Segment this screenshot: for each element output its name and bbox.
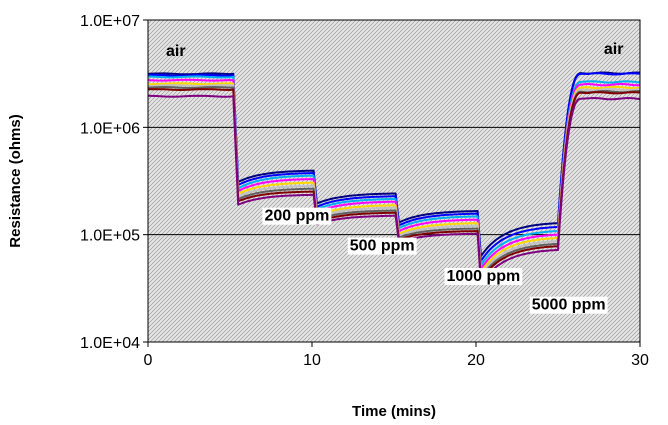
y-axis-title: Resistance (ohms) [7, 114, 24, 247]
annotation: air [604, 41, 624, 58]
axis-ticks: 1.0E+04 1.0E+05 1.0E+06 1.0E+07 0 10 20 30 [80, 13, 649, 369]
annotation-label: air [166, 43, 186, 60]
annotation: 1000 ppm [444, 268, 523, 286]
annotation-label: 5000 ppm [532, 297, 606, 314]
annotation: 5000 ppm [529, 296, 608, 314]
x-axis-title: Time (mins) [352, 403, 436, 420]
annotation-label: 200 ppm [264, 208, 329, 225]
x-tick-label: 0 [144, 352, 153, 369]
x-tick-label: 20 [467, 352, 485, 369]
y-tick-label: 1.0E+06 [80, 120, 140, 137]
y-tick-label: 1.0E+04 [80, 335, 140, 352]
annotation-background [529, 296, 608, 314]
annotation-label: air [604, 41, 624, 58]
x-tick-label: 10 [303, 352, 321, 369]
annotation: 200 ppm [262, 207, 332, 225]
annotation-label: 1000 ppm [446, 268, 520, 285]
annotation-background [262, 207, 332, 225]
plot-border [147, 19, 641, 343]
annotation-label: 500 ppm [350, 238, 415, 255]
annotation-background [444, 268, 523, 286]
annotations: air air 200 ppm 500 ppm 1000 ppm 5000 ppm [166, 41, 624, 314]
y-tick-label: 1.0E+05 [80, 228, 140, 245]
x-tick-label: 30 [631, 352, 649, 369]
annotation: air [166, 43, 186, 60]
annotation-background [347, 237, 417, 255]
series-line [148, 94, 640, 285]
annotation: 500 ppm [347, 237, 417, 255]
y-tick-label: 1.0E+07 [80, 13, 140, 30]
plot-area [148, 20, 640, 342]
series-lines [148, 71, 640, 285]
